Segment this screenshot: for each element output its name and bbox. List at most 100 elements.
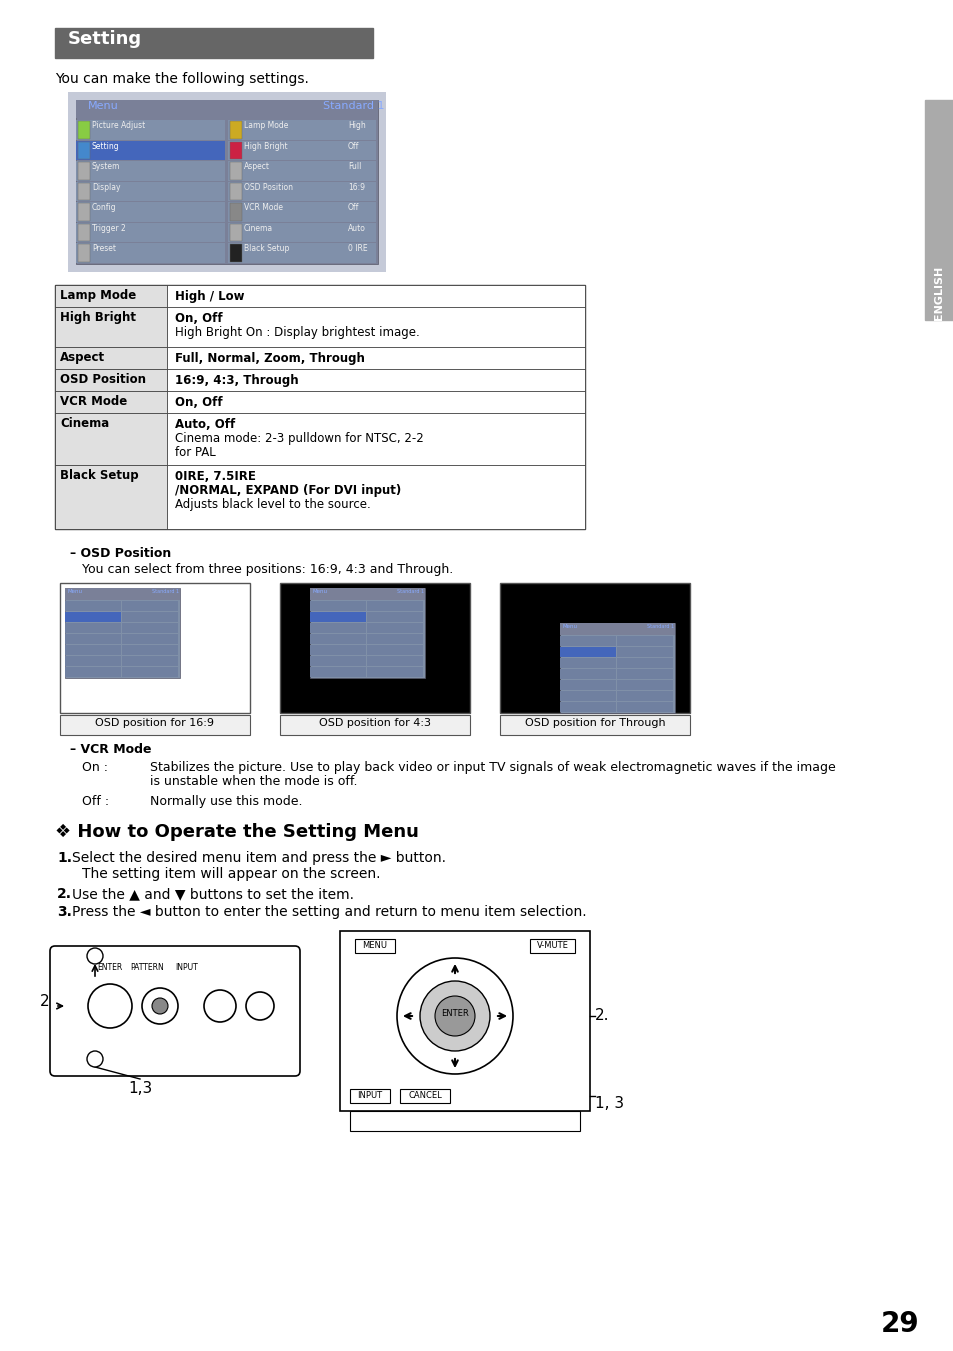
Bar xyxy=(78,182,90,200)
Text: Aspect: Aspect xyxy=(60,351,105,363)
Bar xyxy=(310,588,424,600)
Text: ENGLISH: ENGLISH xyxy=(933,266,943,320)
Text: High Bright On : Display brightest image.: High Bright On : Display brightest image… xyxy=(174,326,419,339)
Bar xyxy=(167,390,584,413)
Bar xyxy=(228,203,375,222)
Bar xyxy=(122,634,178,644)
Bar xyxy=(167,307,584,347)
Bar xyxy=(350,1089,390,1102)
Bar xyxy=(55,285,167,307)
Text: 29: 29 xyxy=(880,1310,919,1337)
Bar xyxy=(367,667,422,677)
Bar xyxy=(559,623,675,713)
Bar xyxy=(122,612,178,621)
Bar xyxy=(310,657,366,666)
Bar xyxy=(617,703,672,712)
Text: Auto, Off: Auto, Off xyxy=(174,417,235,431)
Bar xyxy=(55,307,167,347)
Bar xyxy=(559,636,616,646)
Circle shape xyxy=(87,948,103,965)
Text: OSD Position: OSD Position xyxy=(60,373,146,386)
Bar xyxy=(78,122,90,139)
Bar xyxy=(617,647,672,657)
Bar xyxy=(230,142,242,159)
Bar xyxy=(230,224,242,242)
Text: /NORMAL, EXPAND (For DVI input): /NORMAL, EXPAND (For DVI input) xyxy=(174,484,401,497)
Bar xyxy=(65,601,121,611)
Text: INPUT: INPUT xyxy=(174,963,197,971)
Bar xyxy=(167,347,584,369)
Text: ENTER: ENTER xyxy=(440,1009,468,1019)
Text: On, Off: On, Off xyxy=(174,396,222,409)
Bar xyxy=(310,667,366,677)
Text: Picture Adjust: Picture Adjust xyxy=(91,122,145,130)
Text: The setting item will appear on the screen.: The setting item will appear on the scre… xyxy=(82,867,380,881)
FancyBboxPatch shape xyxy=(50,946,299,1075)
Text: Lamp Mode: Lamp Mode xyxy=(244,122,288,130)
Text: You can make the following settings.: You can make the following settings. xyxy=(55,72,309,86)
Bar xyxy=(310,644,366,655)
Bar xyxy=(230,182,242,200)
Text: System: System xyxy=(91,162,120,172)
Text: Off: Off xyxy=(348,203,359,212)
Bar xyxy=(78,162,90,180)
Bar xyxy=(280,584,470,713)
Text: – OSD Position: – OSD Position xyxy=(70,547,172,561)
Circle shape xyxy=(87,1051,103,1067)
Bar xyxy=(230,122,242,139)
Text: Use the ▲ and ▼ buttons to set the item.: Use the ▲ and ▼ buttons to set the item. xyxy=(71,888,354,901)
Bar xyxy=(55,285,584,530)
Text: Select the desired menu item and press the ► button.: Select the desired menu item and press t… xyxy=(71,851,446,865)
Bar xyxy=(310,623,366,634)
Text: Auto: Auto xyxy=(348,224,366,232)
Bar xyxy=(228,182,375,201)
Text: 3.: 3. xyxy=(57,905,71,919)
Text: Standard 1: Standard 1 xyxy=(323,101,384,111)
Bar xyxy=(617,636,672,646)
Bar xyxy=(122,623,178,634)
Bar xyxy=(76,100,377,118)
Bar xyxy=(924,100,952,320)
Bar xyxy=(280,715,470,735)
Text: PATTERN: PATTERN xyxy=(130,963,164,971)
Bar xyxy=(617,669,672,680)
Text: Standard 1: Standard 1 xyxy=(396,589,424,594)
Bar xyxy=(65,644,121,655)
Text: ◄: ◄ xyxy=(102,1001,110,1011)
Text: Adjusts black level to the source.: Adjusts black level to the source. xyxy=(174,499,371,511)
Bar xyxy=(167,413,584,465)
Circle shape xyxy=(396,958,513,1074)
Bar xyxy=(228,223,375,242)
Bar xyxy=(530,939,575,952)
Text: Trigger 2: Trigger 2 xyxy=(91,224,126,232)
Text: Full: Full xyxy=(348,162,361,172)
Text: for PAL: for PAL xyxy=(174,446,215,459)
Text: Stabilizes the picture. Use to play back video or input TV signals of weak elect: Stabilizes the picture. Use to play back… xyxy=(150,761,835,774)
Text: 0IRE, 7.5IRE: 0IRE, 7.5IRE xyxy=(174,470,255,484)
Bar xyxy=(55,369,167,390)
Bar xyxy=(310,588,424,678)
Text: Full, Normal, Zoom, Through: Full, Normal, Zoom, Through xyxy=(174,353,364,365)
Text: High Bright: High Bright xyxy=(244,142,287,150)
Bar xyxy=(65,634,121,644)
Text: On, Off: On, Off xyxy=(174,312,222,326)
Bar xyxy=(367,644,422,655)
Text: ENTER: ENTER xyxy=(97,963,123,971)
Text: Cinema mode: 2-3 pulldown for NTSC, 2-2: Cinema mode: 2-3 pulldown for NTSC, 2-2 xyxy=(174,432,423,444)
Bar xyxy=(559,647,616,657)
Bar xyxy=(228,141,375,161)
Text: 16:9, 4:3, Through: 16:9, 4:3, Through xyxy=(174,374,298,386)
Bar xyxy=(310,601,366,611)
Text: Off: Off xyxy=(348,142,359,150)
Bar xyxy=(76,120,225,139)
Text: ❖ How to Operate the Setting Menu: ❖ How to Operate the Setting Menu xyxy=(55,823,418,842)
Bar xyxy=(65,623,121,634)
Bar xyxy=(60,715,250,735)
Bar xyxy=(78,245,90,262)
Text: 16:9: 16:9 xyxy=(348,182,365,192)
Bar xyxy=(228,161,375,181)
Bar xyxy=(559,680,616,690)
Bar xyxy=(55,28,373,58)
Text: 2: 2 xyxy=(40,993,50,1008)
Bar xyxy=(339,931,589,1111)
